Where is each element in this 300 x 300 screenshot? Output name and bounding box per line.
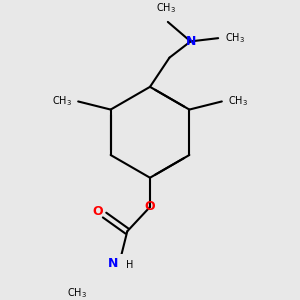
Text: CH$_3$: CH$_3$ (52, 94, 72, 108)
Text: CH$_3$: CH$_3$ (228, 94, 248, 108)
Text: N: N (107, 257, 118, 270)
Text: O: O (93, 205, 104, 218)
Text: CH$_3$: CH$_3$ (67, 286, 87, 300)
Text: O: O (145, 200, 155, 213)
Text: N: N (185, 35, 196, 48)
Text: CH$_3$: CH$_3$ (156, 2, 176, 15)
Text: CH$_3$: CH$_3$ (225, 31, 245, 45)
Text: H: H (126, 260, 133, 270)
